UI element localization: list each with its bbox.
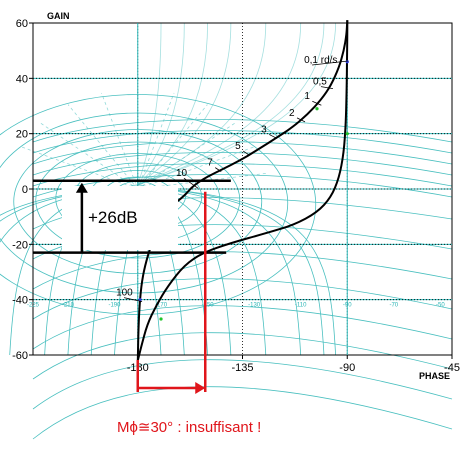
x-axis-title: PHASE <box>419 371 450 381</box>
gain-margin-label: +26dB <box>88 208 138 227</box>
x-tick-label: -45 <box>444 362 460 374</box>
gain-margin-arrow-head <box>75 182 88 193</box>
open-iso-gain-curve <box>32 141 453 165</box>
gain-margin-annotation: +26dB <box>33 179 231 254</box>
curves <box>136 20 349 361</box>
y-tick-label: -60 <box>12 350 28 362</box>
x-tick-label: -90 <box>339 362 355 374</box>
frequency-label: 0,5 <box>313 77 327 88</box>
y-tick-label: 20 <box>16 129 28 141</box>
curve-marker <box>345 60 349 64</box>
upper-iso-phase-curve <box>137 22 185 186</box>
lower-iso-gain-curve <box>32 278 453 320</box>
y-tick-label: 40 <box>16 73 28 85</box>
curve-marker <box>315 107 319 111</box>
small-scale-labels: -225 -210 -190 -170 -150 -130 -110 -90 -70 -50 <box>27 303 445 309</box>
iso-phase-curve <box>141 186 325 356</box>
open-iso-gain-curve <box>32 119 453 143</box>
frequency-leader <box>312 100 322 106</box>
frequency-label: 5 <box>235 141 241 152</box>
series-curve-1 <box>136 20 349 361</box>
curve-marker <box>138 298 142 302</box>
phase-margin-arrow-head <box>195 382 206 394</box>
upper-iso-phase-curve <box>137 22 325 186</box>
frequency-label: 10 <box>176 168 188 179</box>
small-phase-label: -210 <box>62 303 75 309</box>
small-phase-label: -70 <box>389 303 398 309</box>
small-phase-label: -170 <box>155 303 168 309</box>
frequency-label: 1 <box>304 91 310 102</box>
frequency-leader <box>312 60 349 66</box>
small-phase-label: -190 <box>108 303 121 309</box>
frequency-leader <box>123 297 143 303</box>
lower-iso-gain-curve <box>32 305 453 350</box>
upper-iso-phase-curve <box>137 22 302 186</box>
phase-margin-annotation <box>136 191 207 394</box>
iso-phase-curve <box>141 186 302 356</box>
small-phase-label: -110 <box>295 303 307 309</box>
upper-iso-phase-curve <box>137 22 208 186</box>
upper-iso-phase-curve <box>137 22 337 186</box>
small-phase-label: -130 <box>248 303 261 309</box>
phase-margin-caption: Mϕ≅30° : insuffisant ! <box>117 419 261 436</box>
upper-iso-phase-curve <box>137 22 267 186</box>
y-tick-label: -20 <box>12 239 28 251</box>
frequency-label: 7 <box>207 158 213 169</box>
iso-phase-ray <box>137 104 208 190</box>
small-phase-label: -150 <box>202 303 215 309</box>
frequency-leader <box>268 134 278 139</box>
open-iso-gain-curve <box>32 163 453 187</box>
frequency-label: 100 <box>116 288 133 299</box>
y-tick-label: -40 <box>12 295 28 307</box>
iso-phase-ray <box>137 92 175 190</box>
upper-iso-phase-curve <box>137 22 162 186</box>
y-tick-label: 60 <box>16 18 28 30</box>
point-labels: 0,1 rd/s 0,512 3 5 7 10 100 <box>116 55 349 303</box>
x-tick-label: -135 <box>231 362 253 374</box>
iso-phase-ray <box>67 104 139 190</box>
iso-phase-curve <box>141 186 337 356</box>
frequency-leader <box>320 86 334 90</box>
frequency-label: 3 <box>261 124 267 135</box>
frequency-leader <box>242 150 250 156</box>
y-tick-label: 0 <box>22 184 28 196</box>
curve-marker <box>159 317 163 321</box>
y-axis-title: GAIN <box>47 11 70 21</box>
open-iso-gain-curve <box>32 130 453 154</box>
small-phase-label: -50 <box>436 303 445 309</box>
lower-iso-gain-curve <box>32 332 453 380</box>
small-phase-label: -90 <box>343 303 352 309</box>
frequency-leader <box>296 117 306 123</box>
iso-phase-ray <box>101 92 139 190</box>
frequency-label: 2 <box>289 108 295 119</box>
series-curve-2 <box>136 20 349 361</box>
upper-iso-phase-curve <box>137 22 232 186</box>
frequency-leader <box>215 167 222 172</box>
lower-iso-gain-curve <box>32 359 453 410</box>
curve-marker <box>345 132 349 136</box>
frequency-label: 0,1 rd/s <box>304 55 337 66</box>
open-iso-gain-curve <box>32 152 453 176</box>
small-phase-label: -225 <box>27 303 40 309</box>
